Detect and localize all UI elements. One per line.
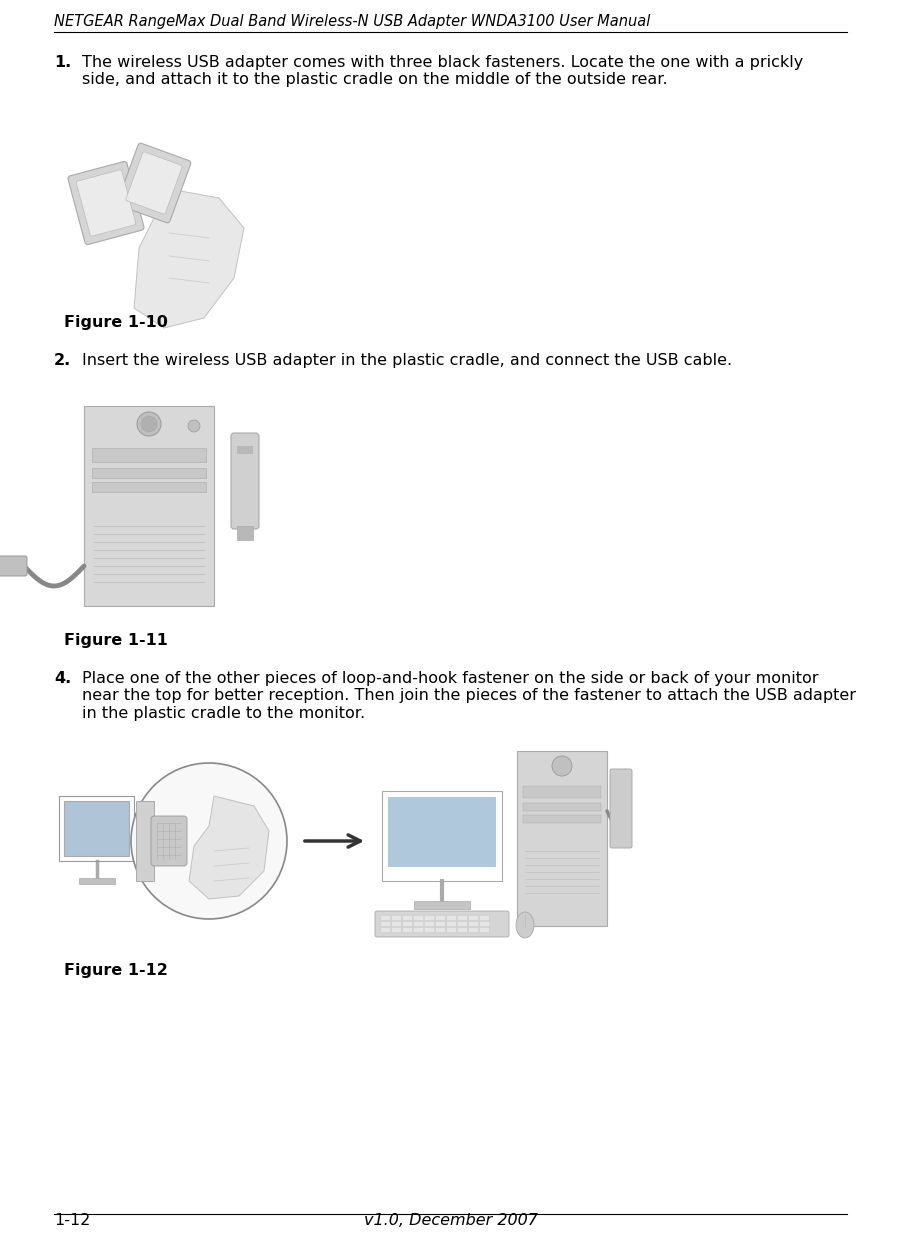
Text: Figure 1-10: Figure 1-10: [64, 315, 168, 330]
FancyBboxPatch shape: [78, 878, 114, 883]
FancyBboxPatch shape: [458, 922, 468, 927]
FancyBboxPatch shape: [403, 922, 413, 927]
FancyBboxPatch shape: [380, 927, 390, 932]
FancyBboxPatch shape: [424, 927, 434, 932]
FancyBboxPatch shape: [479, 927, 489, 932]
Circle shape: [137, 412, 161, 436]
FancyBboxPatch shape: [392, 927, 402, 932]
FancyBboxPatch shape: [375, 911, 509, 937]
Text: Figure 1-12: Figure 1-12: [64, 963, 168, 978]
FancyBboxPatch shape: [458, 916, 468, 921]
FancyBboxPatch shape: [469, 916, 478, 921]
FancyBboxPatch shape: [458, 927, 468, 932]
FancyBboxPatch shape: [523, 815, 601, 824]
FancyBboxPatch shape: [403, 927, 413, 932]
FancyBboxPatch shape: [237, 526, 253, 540]
FancyBboxPatch shape: [392, 916, 402, 921]
FancyBboxPatch shape: [424, 922, 434, 927]
FancyBboxPatch shape: [435, 922, 445, 927]
FancyBboxPatch shape: [237, 446, 253, 454]
FancyBboxPatch shape: [68, 162, 144, 244]
FancyBboxPatch shape: [469, 927, 478, 932]
FancyBboxPatch shape: [610, 769, 632, 849]
FancyBboxPatch shape: [523, 786, 601, 797]
Polygon shape: [134, 188, 244, 328]
FancyBboxPatch shape: [414, 901, 470, 910]
FancyBboxPatch shape: [64, 801, 129, 856]
FancyBboxPatch shape: [0, 556, 27, 576]
Circle shape: [131, 763, 287, 920]
FancyBboxPatch shape: [136, 801, 154, 881]
FancyBboxPatch shape: [77, 169, 136, 237]
FancyBboxPatch shape: [403, 916, 413, 921]
FancyBboxPatch shape: [479, 916, 489, 921]
FancyBboxPatch shape: [479, 922, 489, 927]
FancyBboxPatch shape: [84, 406, 214, 606]
FancyBboxPatch shape: [380, 922, 390, 927]
Text: 4.: 4.: [54, 672, 71, 687]
Text: 2.: 2.: [54, 353, 71, 368]
Text: NETGEAR RangeMax Dual Band Wireless-N USB Adapter WNDA3100 User Manual: NETGEAR RangeMax Dual Band Wireless-N US…: [54, 14, 651, 29]
FancyBboxPatch shape: [388, 797, 496, 867]
FancyBboxPatch shape: [64, 118, 294, 303]
Text: Figure 1-11: Figure 1-11: [64, 633, 168, 648]
Text: v1.0, December 2007: v1.0, December 2007: [364, 1214, 537, 1229]
Ellipse shape: [516, 912, 534, 938]
FancyBboxPatch shape: [435, 927, 445, 932]
Text: Insert the wireless USB adapter in the plastic cradle, and connect the USB cable: Insert the wireless USB adapter in the p…: [82, 353, 733, 368]
FancyBboxPatch shape: [414, 916, 423, 921]
Circle shape: [188, 420, 200, 432]
FancyBboxPatch shape: [92, 482, 206, 492]
FancyBboxPatch shape: [447, 916, 457, 921]
FancyBboxPatch shape: [414, 922, 423, 927]
Circle shape: [552, 756, 572, 776]
FancyBboxPatch shape: [380, 916, 390, 921]
FancyBboxPatch shape: [517, 751, 607, 926]
FancyBboxPatch shape: [414, 927, 423, 932]
FancyBboxPatch shape: [469, 922, 478, 927]
Text: 1.: 1.: [54, 55, 71, 70]
FancyBboxPatch shape: [151, 816, 187, 866]
FancyBboxPatch shape: [392, 922, 402, 927]
FancyBboxPatch shape: [424, 916, 434, 921]
FancyBboxPatch shape: [92, 449, 206, 462]
FancyBboxPatch shape: [447, 927, 457, 932]
FancyBboxPatch shape: [92, 468, 206, 478]
FancyBboxPatch shape: [126, 152, 182, 214]
FancyBboxPatch shape: [523, 802, 601, 811]
FancyBboxPatch shape: [117, 143, 191, 223]
FancyBboxPatch shape: [435, 916, 445, 921]
Circle shape: [141, 416, 157, 432]
Text: Place one of the other pieces of loop-and-hook fastener on the side or back of y: Place one of the other pieces of loop-an…: [82, 672, 856, 720]
Text: The wireless USB adapter comes with three black fasteners. Locate the one with a: The wireless USB adapter comes with thre…: [82, 55, 804, 87]
FancyBboxPatch shape: [231, 434, 259, 530]
Polygon shape: [189, 796, 269, 900]
Text: 1-12: 1-12: [54, 1214, 90, 1229]
FancyBboxPatch shape: [447, 922, 457, 927]
